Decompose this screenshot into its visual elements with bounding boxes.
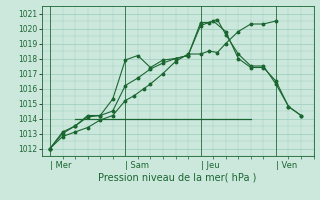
X-axis label: Pression niveau de la mer( hPa ): Pression niveau de la mer( hPa ) xyxy=(99,173,257,183)
